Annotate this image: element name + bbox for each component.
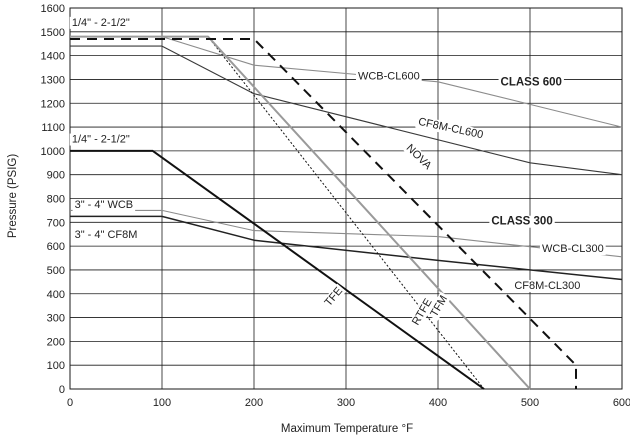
annotation-background xyxy=(489,215,555,228)
y-tick-label: 600 xyxy=(47,241,65,253)
plot-frame xyxy=(69,7,623,390)
annotation-background xyxy=(408,294,436,330)
y-tick-label: 1400 xyxy=(41,51,65,63)
annotation-background xyxy=(415,115,487,142)
y-tick-label: 700 xyxy=(47,217,65,229)
y-tick-label: 900 xyxy=(47,170,65,182)
annotation-3-4-cf8m: 3" - 4" CF8M xyxy=(75,229,138,241)
y-tick-label: 500 xyxy=(47,265,65,277)
y-tick-label: 1300 xyxy=(41,74,65,86)
annotation-background xyxy=(355,70,422,83)
y-tick-label: 400 xyxy=(47,289,65,301)
annotation-background xyxy=(427,291,452,321)
annotation-class-300: CLASS 300 xyxy=(491,216,552,228)
y-tick-label: 1500 xyxy=(41,27,65,39)
x-tick-label: 0 xyxy=(67,397,73,409)
x-tick-label: 400 xyxy=(429,397,447,409)
annotation-background xyxy=(402,140,436,174)
y-axis-title: Pressure (PSIG) xyxy=(7,154,19,239)
annotation-background xyxy=(512,279,583,292)
y-tick-label: 1200 xyxy=(41,98,65,110)
y-tick-label: 1000 xyxy=(41,146,65,158)
series-line-cf8m-cl600 xyxy=(70,45,623,176)
y-tick-label: 0 xyxy=(59,384,65,396)
y-tick-label: 800 xyxy=(47,194,65,206)
y-tick-label: 100 xyxy=(47,360,65,372)
annotation-background xyxy=(539,243,606,256)
x-tick-label: 100 xyxy=(153,397,171,409)
tick-label-layer: 0100200300400500600700800900100011001200… xyxy=(41,3,630,409)
annotation-3-4-wcb: 3" - 4" WCB xyxy=(75,199,134,211)
y-tick-label: 1600 xyxy=(41,3,65,15)
y-tick-label: 200 xyxy=(47,336,65,348)
annotation-cf8m-cl300: CF8M-CL300 xyxy=(514,280,580,292)
y-tick-label: 1100 xyxy=(41,122,65,134)
series-line-nova xyxy=(70,38,577,389)
x-axis-title: Maximum Temperature °F xyxy=(281,423,413,435)
annotation-class-600: CLASS 600 xyxy=(501,76,562,88)
x-tick-label: 500 xyxy=(521,397,539,409)
annotation-background xyxy=(72,228,140,241)
y-tick-label: 300 xyxy=(47,313,65,325)
annotation-wcb-cl600: WCB-CL600 xyxy=(358,70,420,82)
annotation-background xyxy=(69,16,132,29)
annotation-background xyxy=(72,199,136,212)
series-line-tfe xyxy=(70,149,485,390)
annotation-background xyxy=(69,133,132,146)
x-tick-label: 600 xyxy=(613,397,630,409)
annotation-background xyxy=(321,283,347,311)
x-tick-label: 200 xyxy=(245,397,263,409)
x-tick-label: 300 xyxy=(337,397,355,409)
annotation-wcb-cl300: WCB-CL300 xyxy=(542,243,604,255)
annotation-1-4-2-1-2: 1/4" - 2-1/2" xyxy=(72,17,130,29)
series-line-tfm xyxy=(70,35,531,390)
grid-layer xyxy=(69,7,623,390)
annotation-background xyxy=(498,76,564,89)
series-line-cf8m-cl300 xyxy=(70,215,623,281)
annotation-1-4-2-1-2: 1/4" - 2-1/2" xyxy=(72,134,130,146)
